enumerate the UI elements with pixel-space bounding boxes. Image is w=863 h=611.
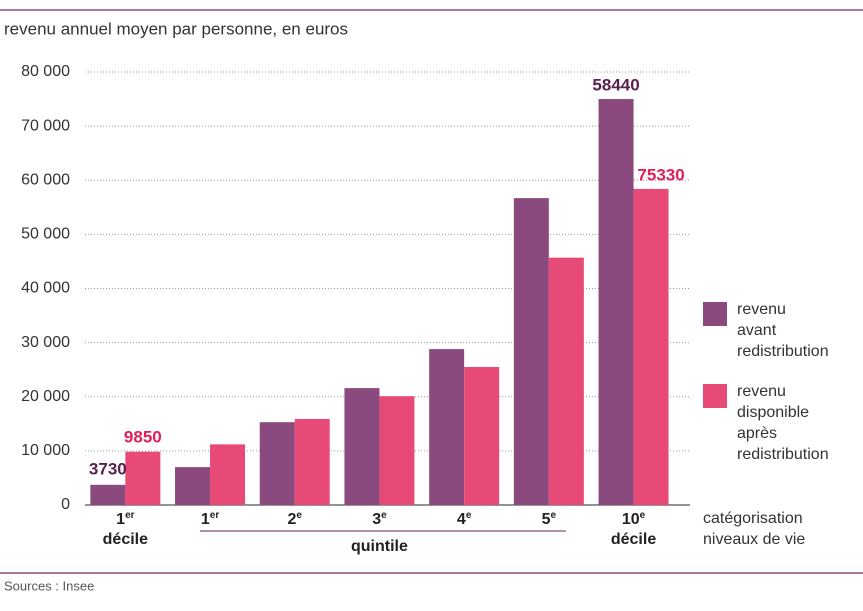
y-tick-label: 0 — [61, 496, 70, 513]
y-tick-label: 40 000 — [21, 280, 70, 297]
bar — [294, 418, 330, 505]
bar — [513, 198, 549, 505]
bar — [464, 366, 500, 505]
bar — [175, 467, 211, 505]
data-annotation: 3730 — [89, 459, 127, 478]
legend-label: revenu disponible après redistribution — [737, 383, 829, 463]
y-tick-label: 10 000 — [21, 442, 70, 459]
x-tick-label: 1er — [201, 510, 219, 529]
y-tick-label: 80 000 — [21, 63, 70, 80]
source: Sources : Insee — [4, 578, 94, 593]
y-tick-label: 60 000 — [21, 171, 70, 188]
group-label: décile — [103, 531, 148, 548]
bar — [633, 188, 669, 505]
legend-label: revenu avant redistribution — [737, 301, 829, 360]
legend-swatch — [703, 384, 727, 408]
bar — [598, 99, 634, 505]
bar — [548, 257, 584, 505]
y-tick-label: 70 000 — [21, 117, 70, 134]
bar — [259, 422, 295, 505]
x-tick-label: 5e — [542, 510, 557, 529]
data-annotation: 58440 — [592, 75, 639, 94]
x-tick-label: 4e — [457, 510, 472, 529]
group-label: quintile — [351, 538, 408, 555]
group-label: décile — [611, 531, 656, 548]
bar — [90, 484, 126, 505]
x-axis-label: catégorisation niveaux de vie — [703, 510, 805, 548]
bar — [125, 451, 161, 505]
bar — [429, 349, 465, 505]
x-tick-label: 2e — [288, 510, 303, 529]
bar — [210, 444, 246, 505]
bar — [344, 388, 380, 505]
legend-swatch — [703, 302, 727, 326]
x-tick-label: 3e — [372, 510, 387, 529]
chart-title: revenu annuel moyen par personne, en eur… — [4, 19, 348, 38]
data-annotation: 9850 — [124, 427, 162, 446]
x-tick-label: 1er — [116, 510, 134, 529]
data-annotation: 75330 — [637, 165, 684, 184]
bar — [379, 396, 415, 505]
y-tick-label: 20 000 — [21, 388, 70, 405]
y-tick-label: 50 000 — [21, 226, 70, 243]
y-tick-label: 30 000 — [21, 334, 70, 351]
x-tick-label: 10e — [622, 510, 646, 529]
